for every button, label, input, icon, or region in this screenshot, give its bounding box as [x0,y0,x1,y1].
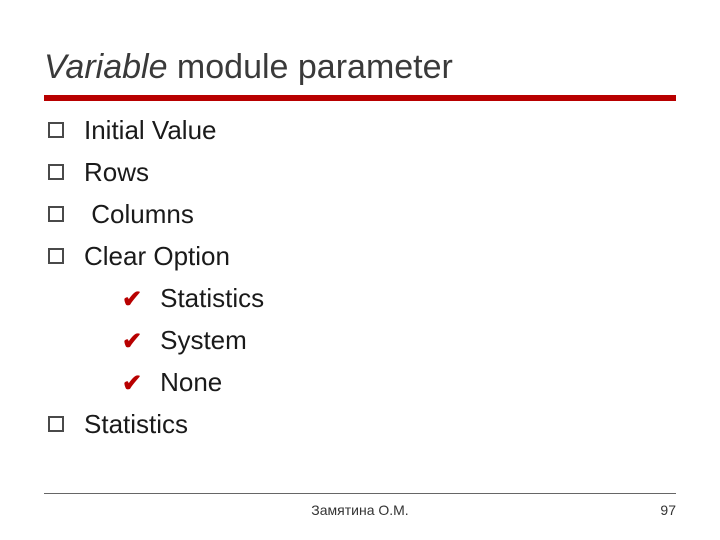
list-item-text: Statistics [84,409,188,440]
sub-list-item-text: Statistics [160,283,264,314]
slide-title: Variable module parameter [44,48,676,87]
list-item-text: Initial Value [84,115,217,146]
sub-list-item-text: System [160,325,247,356]
square-bullet-icon [48,122,64,138]
list-item-text: Rows [84,157,149,188]
square-bullet-icon [48,164,64,180]
checkmark-icon: ✔ [122,327,142,356]
list-item-text: Columns [84,199,194,230]
slide-footer: Замятина О.М. 97 [44,493,676,518]
checkmark-icon: ✔ [122,285,142,314]
square-bullet-icon [48,416,64,432]
list-item: Columns [48,199,676,230]
content-area: Initial Value Rows Columns Clear Option … [44,115,676,440]
list-item: Initial Value [48,115,676,146]
title-rest-part: module parameter [167,48,452,86]
sub-list-item: ✔ System [48,325,676,356]
sub-list-item-text: None [160,367,222,398]
list-item: Clear Option [48,241,676,272]
footer-rule [44,493,676,494]
square-bullet-icon [48,206,64,222]
sub-list-item: ✔ Statistics [48,283,676,314]
footer-author: Замятина О.М. [44,502,676,518]
page-number: 97 [660,502,676,518]
list-item-text: Clear Option [84,241,230,272]
title-underline [44,95,676,101]
title-italic-part: Variable [44,48,167,86]
checkmark-icon: ✔ [122,369,142,398]
square-bullet-icon [48,248,64,264]
list-item: Rows [48,157,676,188]
list-item: Statistics [48,409,676,440]
sub-list-item: ✔ None [48,367,676,398]
